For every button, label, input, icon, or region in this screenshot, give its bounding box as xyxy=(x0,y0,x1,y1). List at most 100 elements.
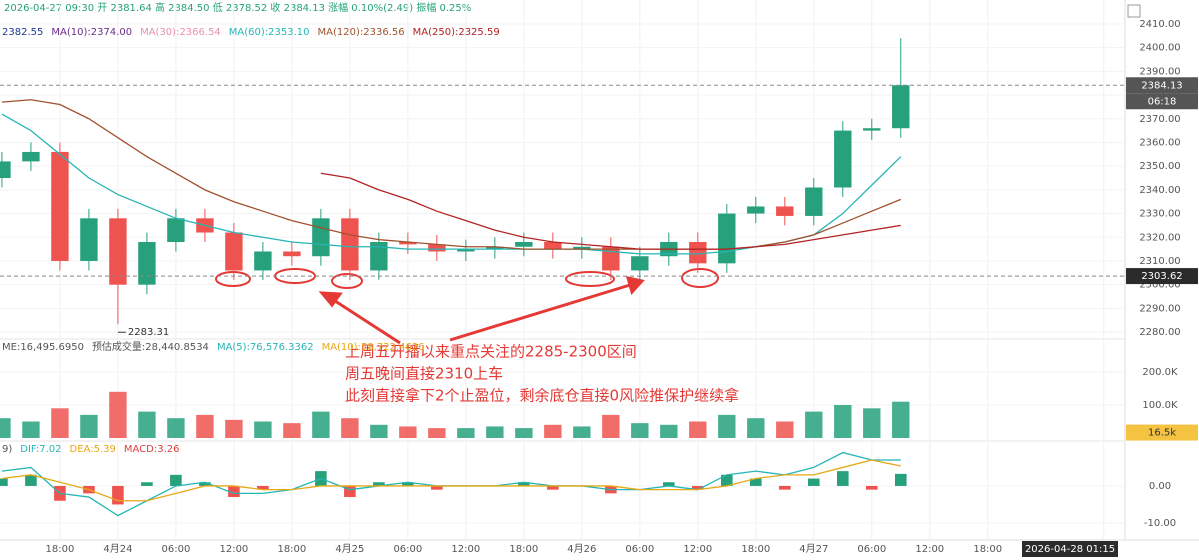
x-tick-label: 06:00 xyxy=(625,544,654,555)
legend-entry: DIF:7.02 xyxy=(20,444,61,455)
x-tick-label: 12:00 xyxy=(915,544,944,555)
x-tick-label: 12:00 xyxy=(451,544,480,555)
indicator-line xyxy=(1,459,901,502)
settings-icon[interactable] xyxy=(1127,4,1141,18)
volume-bar xyxy=(51,408,69,438)
macd-bar xyxy=(170,474,182,486)
y-tick-label: 100.0K xyxy=(1142,400,1178,411)
y-tick-label: 2370.00 xyxy=(1139,114,1180,125)
macd-bar xyxy=(344,485,356,498)
candle-body xyxy=(428,244,446,252)
candle-body xyxy=(863,128,881,131)
annotation: 此刻直接拿下2个止盈位，剩余底仓直接0风险推保护继续拿 xyxy=(345,387,739,405)
legend-entry: MA(60):2353.10 xyxy=(229,27,310,38)
macd-bar xyxy=(894,473,907,486)
macd-bar xyxy=(257,485,269,490)
x-tick-label: 4月27 xyxy=(799,543,828,555)
x-tick-label: 12:00 xyxy=(683,544,712,555)
volume-bar xyxy=(486,426,504,438)
legend-entry: ME:16,495.6950 xyxy=(2,342,84,353)
candle-body xyxy=(718,213,736,264)
arrow-head xyxy=(625,276,645,296)
x-tick-label: 18:00 xyxy=(277,544,306,555)
volume-bar xyxy=(138,411,156,438)
volume-bar xyxy=(515,428,533,438)
candle-body xyxy=(689,242,707,264)
y-tick-label: 2350.00 xyxy=(1139,161,1180,172)
y-tick-label: 2330.00 xyxy=(1139,209,1180,220)
volume-bar xyxy=(225,419,243,438)
y-tick-label: 2410.00 xyxy=(1139,19,1180,30)
candle-body xyxy=(51,151,69,261)
volume-bar xyxy=(109,391,127,438)
x-tick-label: 18:00 xyxy=(973,544,1002,555)
candle-body xyxy=(0,161,11,179)
volume-bar xyxy=(0,418,11,438)
candle-body xyxy=(138,242,156,285)
x-tick-label: 18:00 xyxy=(509,544,538,555)
ohlc-header: 2026-04-27 09:30 开 2381.64 高 2384.50 低 2… xyxy=(4,1,471,14)
macd-bar xyxy=(25,474,37,486)
volume-bar xyxy=(689,421,707,438)
y-tick-label: -10.00 xyxy=(1144,518,1176,529)
legend-entry: 预估成交量:28,440.8534 xyxy=(92,340,209,353)
candle-body xyxy=(341,218,359,271)
candle-body xyxy=(370,242,388,271)
cursor-label: 2026-04-28 01:15 xyxy=(1025,544,1115,555)
macd-bar xyxy=(836,471,849,486)
candle-body xyxy=(544,242,562,250)
y-tick-label: 2290.00 xyxy=(1139,303,1180,314)
macd-bar xyxy=(518,482,530,486)
y-tick-label: 2360.00 xyxy=(1139,137,1180,148)
candle-body xyxy=(254,251,272,271)
legend-entry: MA(30):2366.54 xyxy=(140,27,221,38)
y-tick-label: 2300.00 xyxy=(1139,280,1180,291)
legend-entry: MA(10):58,722.4626 xyxy=(322,342,425,353)
volume-bar xyxy=(80,414,98,438)
macd-bar xyxy=(692,485,704,490)
volume-bar xyxy=(805,411,823,438)
macd-bar xyxy=(112,485,124,505)
x-tick-label: 06:00 xyxy=(857,544,886,555)
y-tick-label: 2390.00 xyxy=(1139,66,1180,77)
macd-bar xyxy=(373,482,385,486)
volume-bar xyxy=(167,418,185,438)
macd-bar xyxy=(0,478,8,486)
candle-body xyxy=(225,232,243,271)
x-tick-label: 4月25 xyxy=(335,543,364,555)
x-tick-label: 12:00 xyxy=(219,544,248,555)
volume-bar xyxy=(718,414,736,438)
candle-body xyxy=(805,187,823,216)
macd-bar xyxy=(663,482,675,486)
candle-body xyxy=(834,130,852,188)
volume-bar xyxy=(428,428,446,438)
volume-bar xyxy=(660,424,678,438)
annotation: 上周五开播以来重点关注的2285-2300区间 xyxy=(345,343,637,361)
macd-bar xyxy=(228,485,240,498)
price-tag-label: 2303.62 xyxy=(1141,271,1182,282)
y-tick-label: 200.0K xyxy=(1142,367,1178,378)
volume-bar xyxy=(544,424,562,438)
volume-bar xyxy=(573,426,591,438)
macd-bar xyxy=(199,482,211,486)
macd-bar xyxy=(721,474,733,486)
x-tick-label: 18:00 xyxy=(741,544,770,555)
volume-bar xyxy=(602,414,620,438)
macd-bar xyxy=(141,482,153,486)
volume-bar xyxy=(312,411,330,438)
volume-bar xyxy=(341,418,359,438)
candle-body xyxy=(22,151,40,162)
price-tag xyxy=(1126,77,1198,94)
legend-entry: MA(250):2325.59 xyxy=(413,27,500,38)
legend-entry: 2382.55 xyxy=(2,27,43,38)
candle-body xyxy=(573,246,591,250)
y-tick-label: 2400.00 xyxy=(1139,43,1180,54)
legend-entry: DEA:5.39 xyxy=(70,444,116,455)
volume-tag-label: 16.5k xyxy=(1148,428,1176,439)
candle-body xyxy=(80,218,98,261)
volume-bar xyxy=(399,426,417,438)
macd-bar xyxy=(750,478,762,486)
candle-body xyxy=(776,206,794,216)
x-tick-label: 4月26 xyxy=(567,543,596,555)
